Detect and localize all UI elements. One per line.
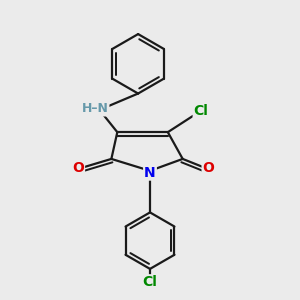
Text: Cl: Cl <box>194 104 208 118</box>
Text: N: N <box>144 166 156 180</box>
Text: O: O <box>72 161 84 175</box>
Text: H–N: H–N <box>82 103 109 116</box>
Text: O: O <box>202 161 214 175</box>
Text: Cl: Cl <box>142 275 158 289</box>
